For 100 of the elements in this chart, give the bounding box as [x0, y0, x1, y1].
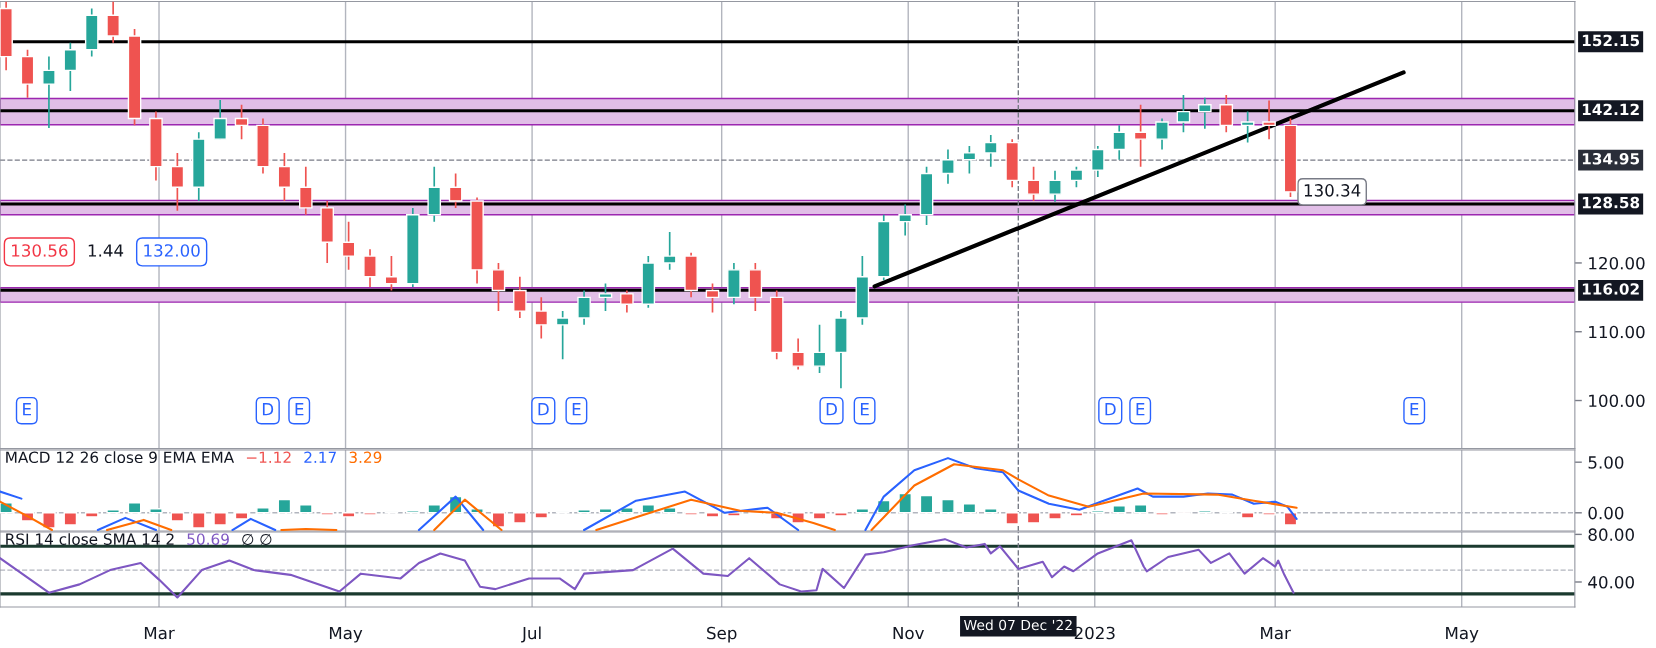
bar: [84, 512, 99, 518]
ref-line-label: 116.02: [1582, 283, 1639, 295]
bar: [1155, 512, 1169, 516]
bar: [641, 504, 656, 514]
annotation: 130.34: [1304, 184, 1361, 197]
candlestick: [106, 1, 120, 44]
annotation: 50.69: [187, 533, 229, 545]
bar: [1198, 510, 1212, 514]
candlestick: [513, 275, 527, 319]
annotation: D: [538, 403, 549, 416]
y-tick-label: 100.00: [1589, 394, 1645, 408]
bar: [941, 498, 955, 514]
candlestick: [812, 324, 827, 374]
candlestick: [962, 145, 977, 175]
annotation: E: [572, 403, 581, 416]
candlestick: [491, 262, 506, 312]
ref-line-label: Wed 07 Dec '22: [963, 619, 1072, 631]
annotation: 132.00: [144, 244, 200, 257]
candlestick: [1026, 165, 1041, 202]
annotation: D: [1105, 403, 1116, 416]
bar: [234, 512, 249, 520]
bar: [1069, 512, 1084, 517]
candlestick: [1262, 99, 1276, 140]
candlestick: [1198, 97, 1212, 130]
annotation: E: [23, 403, 31, 416]
bar: [363, 512, 377, 516]
candlestick: [705, 282, 720, 314]
bar: [277, 498, 292, 514]
chart-title: RSI 14 close SMA 14 2: [6, 533, 174, 545]
chart-title: MACD 12 26 close 9 EMA EMA: [6, 451, 235, 464]
x-tick-label: Jul: [521, 626, 541, 643]
annotation: D: [262, 403, 274, 416]
ref-line-label: 128.58: [1582, 196, 1640, 209]
candlestick: [577, 289, 591, 326]
bar: [513, 512, 527, 524]
annotation: E: [860, 403, 869, 416]
bar: [1026, 512, 1041, 524]
y-tick-label: 0.00: [1588, 506, 1624, 520]
bar: [577, 509, 591, 514]
bar: [213, 512, 227, 526]
candlestick: [1112, 124, 1127, 161]
bar: [149, 508, 163, 514]
bar: [534, 512, 549, 519]
y-tick-label: 5.00: [1588, 456, 1624, 469]
bar: [191, 512, 206, 529]
bar: [491, 512, 506, 528]
y-tick-label: 110.00: [1589, 325, 1645, 339]
candlestick: [620, 289, 634, 314]
bar: [298, 504, 313, 514]
x-tick-label: Mar: [1261, 626, 1291, 640]
candlestick: [1176, 94, 1191, 134]
x-tick-label: Mar: [144, 626, 175, 640]
bar: [962, 503, 977, 514]
annotation: 3.29: [349, 451, 382, 464]
ref-line-label: 152.15: [1582, 34, 1640, 47]
candlestick: [234, 103, 249, 140]
candlestick: [363, 248, 377, 288]
candlestick: [983, 134, 998, 168]
candlestick: [1219, 94, 1234, 134]
y-tick-label: 40.00: [1588, 575, 1634, 589]
bar: [812, 512, 827, 520]
bar: [1091, 510, 1105, 514]
bar: [341, 512, 356, 518]
x-tick-label: 2023: [1074, 626, 1115, 640]
y-tick-label: 120.00: [1589, 256, 1645, 270]
bar: [63, 512, 78, 526]
bar: [727, 512, 741, 517]
candlestick: [63, 41, 78, 92]
bar: [620, 507, 634, 514]
bar: [1262, 512, 1276, 516]
bar: [1240, 512, 1255, 519]
annotation: 1.44: [88, 244, 124, 257]
bar: [1048, 512, 1062, 520]
annotation: E: [1410, 403, 1419, 416]
x-tick-label: Nov: [893, 626, 924, 640]
candlestick: [1155, 117, 1169, 151]
bar: [256, 507, 270, 514]
bar: [834, 512, 848, 517]
y-tick-label: 80.00: [1588, 528, 1634, 541]
annotation: −1.12: [246, 451, 291, 463]
candlestick: [1133, 103, 1148, 168]
candlestick: [662, 231, 677, 271]
bar: [106, 509, 120, 514]
candlestick: [213, 99, 227, 140]
bar: [983, 508, 998, 514]
bar: [898, 492, 912, 514]
annotation: 2.17: [304, 451, 336, 463]
x-tick-label: May: [1446, 626, 1479, 643]
ref-line-label: 134.95: [1582, 152, 1640, 165]
bar: [1112, 505, 1127, 514]
candlestick: [1240, 110, 1255, 144]
bar: [42, 512, 56, 529]
candlestick: [298, 165, 313, 216]
candlestick: [791, 337, 805, 371]
bar: [705, 512, 720, 518]
candlestick: [941, 148, 955, 185]
candlestick: [555, 310, 570, 361]
candlestick: [598, 282, 613, 312]
bar: [1005, 512, 1019, 525]
candlestick: [534, 296, 549, 340]
